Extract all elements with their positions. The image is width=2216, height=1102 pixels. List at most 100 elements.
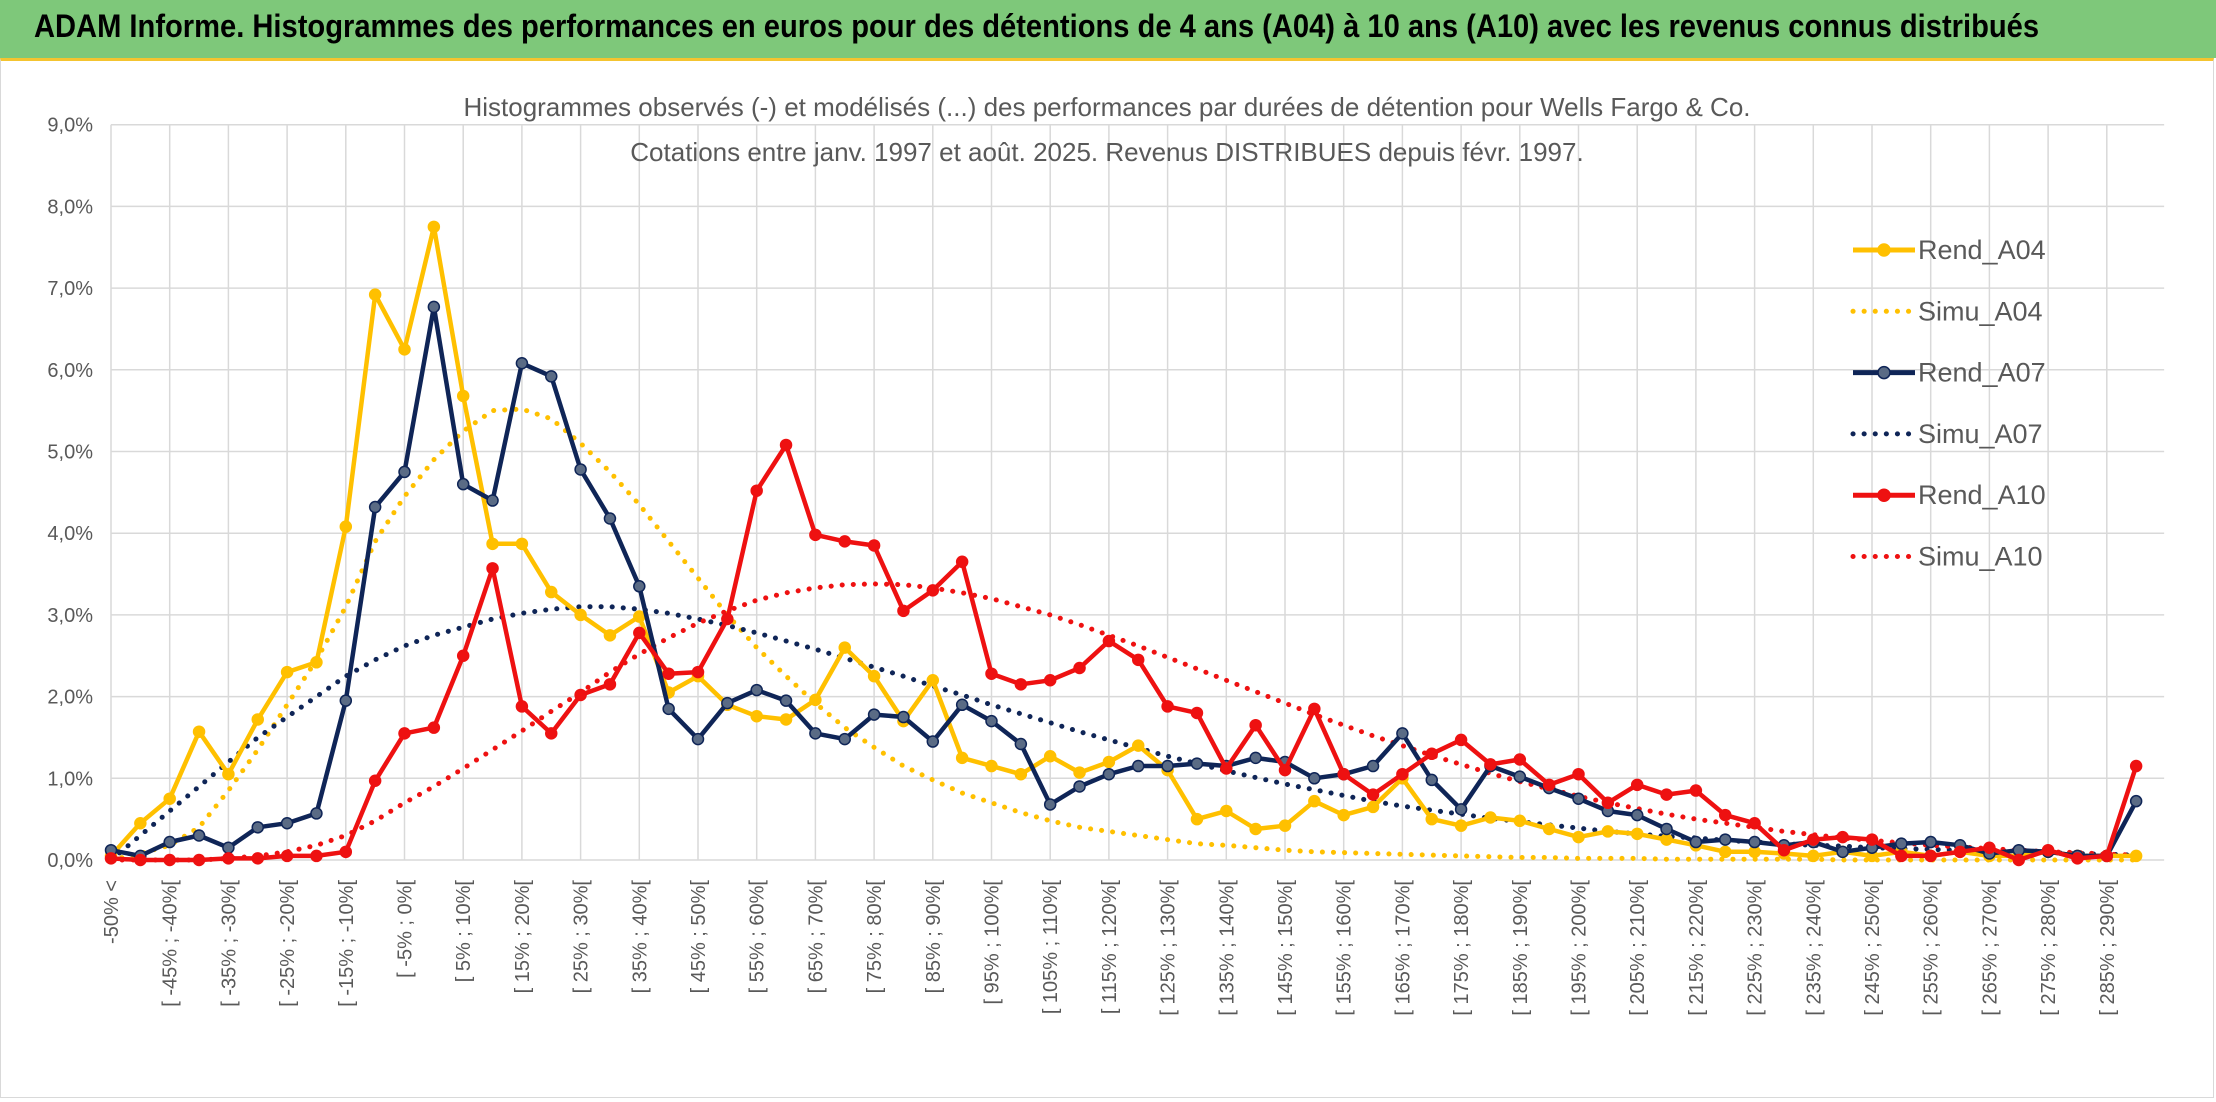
y-tick-label: 0,0% [47,850,93,872]
y-tick-label: 7,0% [47,278,93,300]
data-point [1748,835,1761,849]
data-point [750,709,763,723]
data-point [2041,843,2055,857]
data-point [721,612,734,626]
x-tick-label: [ 45% ; 50%[ [688,880,710,994]
data-point [985,714,998,728]
data-point [1249,751,1262,765]
data-point [163,792,176,805]
data-point [1719,808,1732,822]
data-point [2129,794,2143,808]
data-point [456,389,470,403]
data-point [1043,749,1057,763]
x-tick-label: [ -5% ; 0%[ [395,880,417,978]
data-point [2012,853,2025,867]
x-tick-label: [ 235% ; 240%[ [1803,880,1825,1016]
data-point [1043,674,1057,687]
legend-label: Simu_A04 [1918,296,2043,326]
data-point [779,713,793,726]
legend-label: Rend_A07 [1918,358,2046,388]
data-point [222,841,235,854]
header-bar: ADAM Informe. Histogrammes des performan… [0,0,2216,58]
data-point [1132,759,1145,773]
data-point [1660,788,1673,801]
data-point [1014,678,1028,691]
series-line [110,442,2139,863]
data-point [1660,822,1673,836]
x-tick-label: [ 25% ; 30%[ [571,880,593,994]
x-tick-label: [ 5% ; 10%[ [453,880,475,983]
data-point [1220,804,1233,818]
data-point [809,727,822,740]
series-line [108,581,2139,863]
chart-frame [0,58,2214,1098]
y-tick-label: 8,0% [47,196,93,218]
data-point [280,665,294,679]
x-tick-label: [ 225% ; 230%[ [1745,880,1767,1016]
data-point [1278,819,1292,832]
data-point [192,725,206,738]
data-point [486,537,499,551]
series-rend-a07 [104,300,2143,863]
data-point [251,821,264,834]
legend: Rend_A04 Simu_A04 Rend_A07 Simu_A07 Rend_A10… [1850,235,2046,572]
data-point [1337,808,1350,822]
data-point [1601,825,1615,838]
data-point [691,732,705,746]
data-point [809,693,822,707]
data-point [1484,758,1497,771]
data-point [545,727,558,740]
data-point [838,732,851,746]
data-point [662,667,675,680]
data-point [1102,767,1116,781]
data-point [1132,653,1145,667]
data-point [574,688,587,702]
data-point [926,735,940,748]
data-point [985,667,998,680]
data-point [2100,849,2114,863]
data-point [955,555,969,569]
y-tick-label: 3,0% [47,605,93,627]
data-point [1513,753,1527,766]
data-point [1337,767,1350,781]
data-point [897,604,910,618]
x-tick-label: [ 115% ; 120%[ [1099,880,1121,1015]
data-point [809,528,822,542]
x-tick-label: [ 65% ; 70%[ [805,880,827,994]
data-point [955,698,969,712]
data-point [867,669,881,683]
x-tick-label: [ 75% ; 80%[ [864,880,886,994]
legend-marker [1877,365,1891,380]
data-point [1073,780,1086,793]
x-tick-label: [ 195% ; 200%[ [1569,880,1591,1016]
data-point [368,774,382,788]
series-simu-a10 [108,581,2139,863]
data-point [1836,845,1849,859]
data-point [1190,706,1204,720]
data-point [1278,763,1292,777]
data-point [1807,833,1820,846]
data-point [603,678,617,691]
series-line [108,604,2139,863]
data-point [1895,837,1908,850]
x-tick-label: [ 135% ; 140%[ [1216,880,1238,1016]
x-tick-label: [ 215% ; 220%[ [1686,880,1708,1016]
legend-marker [1877,243,1891,257]
data-point [1073,766,1086,779]
data-point [1865,833,1879,846]
data-point [897,710,910,724]
data-point [456,649,470,662]
data-point [427,300,441,314]
data-point [456,477,470,491]
data-point [1366,800,1380,814]
data-point [1484,811,1497,824]
series-line [109,224,2137,859]
data-point [926,674,940,687]
data-point [867,539,881,552]
data-point [339,694,353,707]
grid [110,123,2165,861]
data-point [1102,634,1116,648]
data-point [662,702,675,716]
data-point [750,484,763,497]
